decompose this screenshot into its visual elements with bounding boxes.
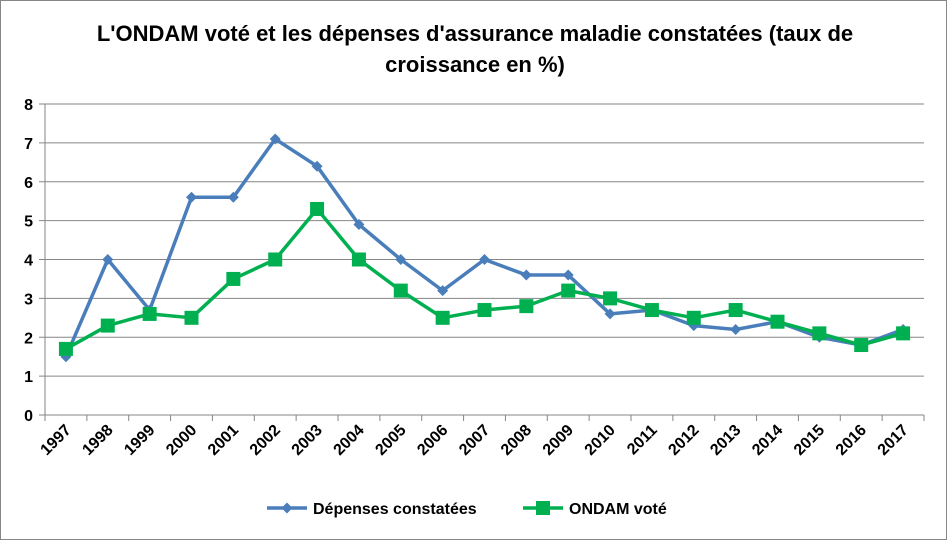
data-point-2002	[269, 133, 281, 145]
x-tick-label: 2016	[833, 422, 870, 459]
data-point-2015	[812, 326, 827, 341]
x-tick-label: 2012	[665, 422, 702, 459]
data-point-2012	[686, 310, 701, 325]
data-point-1997	[58, 341, 73, 356]
legend-marker	[536, 501, 550, 515]
x-tick-label: 2000	[163, 422, 200, 459]
chart-title-line-2: croissance en %)	[385, 52, 565, 77]
x-tick-label: 2015	[791, 422, 828, 459]
data-point-2003	[311, 160, 323, 172]
legend-label: Dépenses constatées	[313, 501, 477, 518]
y-tick-label: 5	[24, 214, 33, 231]
x-tick-label: 2010	[582, 422, 619, 459]
x-tick-label: 2003	[289, 422, 326, 459]
legend-item-2: ONDAM voté	[523, 501, 667, 518]
data-point-2008	[519, 299, 534, 314]
x-tick-label: 2007	[456, 422, 493, 459]
data-point-2017	[896, 326, 911, 341]
data-point-1998	[102, 254, 114, 265]
y-tick-label: 0	[24, 408, 33, 425]
x-tick-label: 2004	[331, 422, 368, 459]
data-point-2010	[604, 308, 616, 320]
data-point-2011	[644, 303, 659, 318]
data-point-2008	[520, 269, 532, 281]
data-point-2006	[437, 285, 449, 297]
data-point-2004	[351, 252, 366, 267]
data-point-2007	[477, 303, 492, 318]
data-point-2016	[854, 338, 869, 353]
gridlines	[45, 103, 924, 377]
x-tick-label: 2001	[205, 422, 242, 459]
data-point-2010	[603, 291, 618, 306]
x-tick-label: 2009	[540, 422, 577, 459]
data-point-2004	[353, 219, 365, 231]
y-tick-label: 8	[24, 97, 33, 114]
chart-title-line-1: L'ONDAM voté et les dépenses d'assurance…	[97, 21, 853, 46]
y-tick-label: 2	[24, 330, 33, 347]
x-tick-label: 2006	[414, 422, 451, 459]
data-point-2013	[730, 323, 742, 335]
data-point-2014	[770, 314, 785, 329]
data-point-2007	[479, 254, 490, 265]
data-point-2000	[184, 310, 199, 325]
x-tick-label: 1998	[79, 422, 116, 459]
y-tick-label: 4	[24, 253, 33, 270]
x-tick-label: 1997	[38, 422, 75, 459]
data-point-1999	[142, 306, 157, 321]
x-tick-label: 1999	[121, 422, 158, 459]
y-tick-label: 6	[24, 175, 33, 192]
x-tick-label: 2013	[707, 422, 744, 459]
legend: Dépenses constatées ONDAM voté	[267, 501, 667, 518]
x-tick-label: 2002	[247, 422, 284, 459]
data-point-2005	[393, 283, 408, 298]
data-point-2009	[561, 283, 576, 298]
data-point-1998	[100, 318, 115, 333]
data-point-2006	[435, 310, 450, 325]
y-tick-label: 7	[24, 136, 33, 153]
x-tick-label: 2014	[749, 422, 786, 459]
series-2	[58, 201, 911, 356]
data-point-2005	[395, 254, 407, 265]
data-point-2001	[226, 271, 241, 286]
y-tick-label: 3	[24, 291, 33, 308]
legend-item-1: Dépenses constatées	[267, 501, 477, 518]
legend-label: ONDAM voté	[569, 501, 667, 518]
data-point-2003	[310, 201, 325, 216]
x-tick-label: 2011	[624, 422, 661, 459]
data-point-2009	[562, 269, 574, 281]
legend-marker	[281, 502, 293, 514]
data-point-2000	[186, 191, 197, 203]
data-point-2002	[268, 252, 283, 267]
data-point-2001	[227, 191, 239, 203]
series-group	[58, 133, 911, 363]
x-tick-label: 2008	[498, 422, 535, 459]
x-tick-label: 2005	[372, 422, 409, 459]
x-tick-label: 2017	[875, 422, 912, 459]
y-tick-label: 1	[24, 369, 33, 386]
data-point-2013	[728, 303, 743, 318]
